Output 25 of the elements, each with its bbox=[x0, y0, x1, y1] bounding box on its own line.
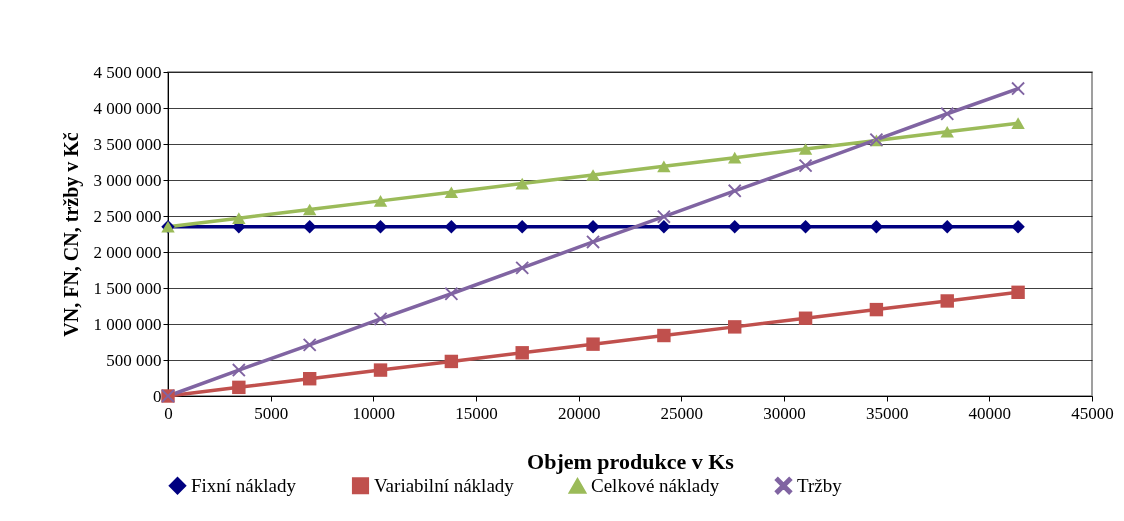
x-tick-label: 45000 bbox=[1071, 403, 1114, 423]
legend-label: Fixní náklady bbox=[191, 474, 297, 496]
x-tick-label: 5000 bbox=[254, 403, 289, 423]
x-tick-label: 10000 bbox=[352, 403, 396, 423]
y-axis-title: VN, FN, CN, tržby v Kč bbox=[59, 132, 83, 337]
y-tick-label: 3 500 000 bbox=[93, 134, 162, 154]
x-tick-label: 40000 bbox=[968, 403, 1012, 423]
y-tick-label: 4 500 000 bbox=[93, 62, 162, 82]
y-tick-label: 2 500 000 bbox=[93, 206, 162, 226]
x-tick-label: 25000 bbox=[660, 403, 704, 423]
y-tick-label: 3 000 000 bbox=[93, 170, 162, 190]
x-tick-label: 20000 bbox=[557, 403, 601, 423]
y-tick-label: 1 500 000 bbox=[93, 278, 162, 298]
legend-label: Variabilní náklady bbox=[374, 474, 515, 496]
legend-label: Celkové náklady bbox=[591, 475, 720, 497]
x-tick-label: 35000 bbox=[865, 403, 909, 423]
y-tick-label: 500 000 bbox=[106, 350, 162, 370]
x-tick-label: 30000 bbox=[763, 403, 806, 423]
y-tick-label: 0 bbox=[153, 386, 162, 406]
x-axis-title: Objem produkce v Ks bbox=[527, 448, 735, 474]
y-tick-label: 1 000 000 bbox=[93, 314, 162, 334]
y-tick-label: 2 000 000 bbox=[93, 242, 162, 262]
x-tick-label: 15000 bbox=[455, 403, 498, 423]
legend-label: Tržby bbox=[797, 474, 843, 496]
y-tick-label: 4 000 000 bbox=[93, 98, 162, 118]
